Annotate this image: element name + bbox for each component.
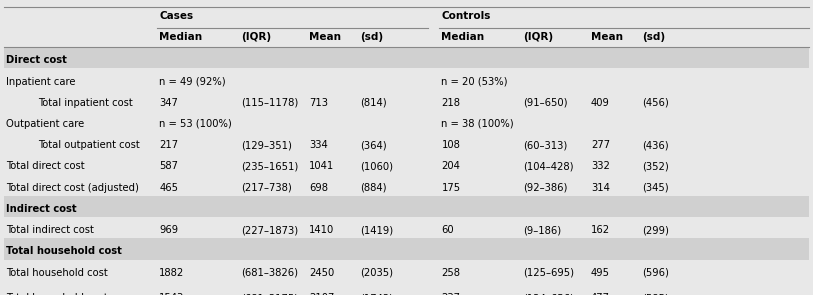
Text: Median: Median xyxy=(441,32,485,42)
Text: (217–738): (217–738) xyxy=(241,183,291,193)
Bar xyxy=(4,238,809,260)
Text: Total household cost
(adjusted): Total household cost (adjusted) xyxy=(6,293,107,295)
Text: (60–313): (60–313) xyxy=(523,140,567,150)
Text: 1882: 1882 xyxy=(159,268,185,278)
Text: 465: 465 xyxy=(159,183,178,193)
Text: (9–186): (9–186) xyxy=(523,225,561,235)
Text: 314: 314 xyxy=(591,183,610,193)
Text: (681–3826): (681–3826) xyxy=(241,268,298,278)
Text: (1419): (1419) xyxy=(360,225,393,235)
Text: 477: 477 xyxy=(591,293,610,295)
Text: 217: 217 xyxy=(159,140,179,150)
Text: (456): (456) xyxy=(642,98,669,108)
Text: 2107: 2107 xyxy=(309,293,334,295)
Text: Median: Median xyxy=(159,32,202,42)
Text: (814): (814) xyxy=(360,98,387,108)
Text: 237: 237 xyxy=(441,293,460,295)
Text: 587: 587 xyxy=(159,161,178,171)
Text: 60: 60 xyxy=(441,225,454,235)
Text: Outpatient care: Outpatient care xyxy=(6,119,84,129)
Text: (345): (345) xyxy=(642,183,669,193)
Text: (436): (436) xyxy=(642,140,669,150)
Text: n = 49 (92%): n = 49 (92%) xyxy=(159,76,226,86)
Text: Controls: Controls xyxy=(441,11,491,21)
Text: 204: 204 xyxy=(441,161,460,171)
Text: 1041: 1041 xyxy=(309,161,334,171)
Text: 969: 969 xyxy=(159,225,179,235)
Text: Mean: Mean xyxy=(309,32,341,42)
Text: (1743): (1743) xyxy=(360,293,393,295)
Text: (352): (352) xyxy=(642,161,669,171)
Text: Inpatient care: Inpatient care xyxy=(6,76,75,86)
Text: 409: 409 xyxy=(591,98,610,108)
Text: (884): (884) xyxy=(360,183,387,193)
Bar xyxy=(4,7,809,47)
Text: n = 20 (53%): n = 20 (53%) xyxy=(441,76,508,86)
Text: (91–650): (91–650) xyxy=(523,98,567,108)
Text: Total household cost: Total household cost xyxy=(6,246,122,256)
Text: 218: 218 xyxy=(441,98,460,108)
Text: (104–428): (104–428) xyxy=(523,161,573,171)
Text: (585): (585) xyxy=(642,293,669,295)
Text: (IQR): (IQR) xyxy=(241,32,271,42)
Text: 108: 108 xyxy=(441,140,460,150)
Text: (124–656): (124–656) xyxy=(523,293,574,295)
Text: (115–1178): (115–1178) xyxy=(241,98,298,108)
Text: (596): (596) xyxy=(642,268,669,278)
Text: (sd): (sd) xyxy=(360,32,383,42)
Text: Cases: Cases xyxy=(159,11,193,21)
Text: Total direct cost: Total direct cost xyxy=(6,161,85,171)
Text: (299): (299) xyxy=(642,225,669,235)
Text: Mean: Mean xyxy=(591,32,623,42)
Text: (227–1873): (227–1873) xyxy=(241,225,298,235)
Text: 713: 713 xyxy=(309,98,328,108)
Text: (681–3175): (681–3175) xyxy=(241,293,298,295)
Text: 495: 495 xyxy=(591,268,610,278)
Text: (sd): (sd) xyxy=(642,32,665,42)
Text: n = 53 (100%): n = 53 (100%) xyxy=(159,119,232,129)
Text: (235–1651): (235–1651) xyxy=(241,161,298,171)
Text: 1543: 1543 xyxy=(159,293,185,295)
Text: n = 38 (100%): n = 38 (100%) xyxy=(441,119,514,129)
Text: (92–386): (92–386) xyxy=(523,183,567,193)
Text: 2450: 2450 xyxy=(309,268,334,278)
Text: (129–351): (129–351) xyxy=(241,140,292,150)
Text: (364): (364) xyxy=(360,140,387,150)
Text: Total indirect cost: Total indirect cost xyxy=(6,225,93,235)
Text: 277: 277 xyxy=(591,140,611,150)
Text: 258: 258 xyxy=(441,268,460,278)
Bar xyxy=(4,196,809,217)
Text: Direct cost: Direct cost xyxy=(6,55,67,65)
Text: 332: 332 xyxy=(591,161,610,171)
Text: Total direct cost (adjusted): Total direct cost (adjusted) xyxy=(6,183,138,193)
Text: 162: 162 xyxy=(591,225,611,235)
Bar xyxy=(4,47,809,68)
Text: Total inpatient cost: Total inpatient cost xyxy=(38,98,133,108)
Text: 347: 347 xyxy=(159,98,178,108)
Text: 175: 175 xyxy=(441,183,461,193)
Text: 334: 334 xyxy=(309,140,328,150)
Text: Indirect cost: Indirect cost xyxy=(6,204,76,214)
Text: (2035): (2035) xyxy=(360,268,393,278)
Text: (IQR): (IQR) xyxy=(523,32,553,42)
Text: 1410: 1410 xyxy=(309,225,334,235)
Text: (125–695): (125–695) xyxy=(523,268,574,278)
Text: Total outpatient cost: Total outpatient cost xyxy=(38,140,140,150)
Text: (1060): (1060) xyxy=(360,161,393,171)
Text: Total household cost: Total household cost xyxy=(6,268,107,278)
Text: 698: 698 xyxy=(309,183,328,193)
